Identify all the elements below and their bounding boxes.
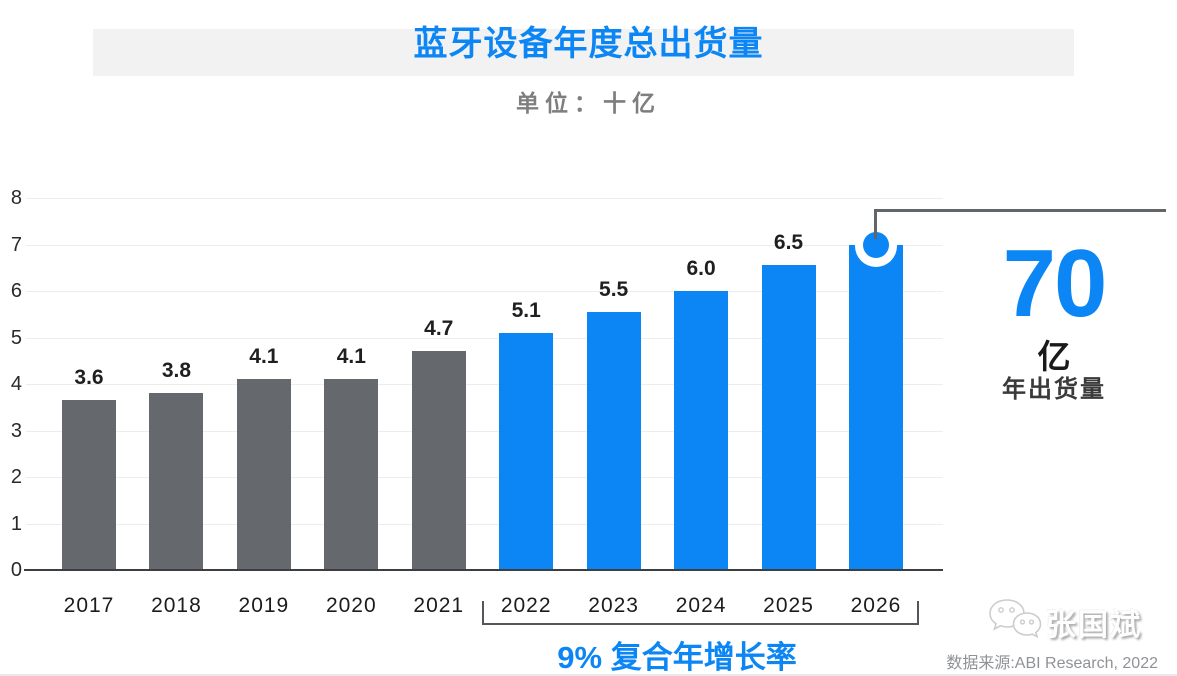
y-axis-tick-label-3: 3	[10, 419, 22, 442]
gridline-8	[26, 198, 943, 199]
x-axis-label-2022: 2022	[500, 594, 552, 617]
y-axis-tick-label-4: 4	[10, 373, 22, 395]
bar-value-label-2018: 3.8	[161, 359, 192, 383]
wechat-icon	[989, 599, 1042, 639]
bar-2024	[674, 291, 729, 569]
x-axis-label-2024: 2024	[675, 594, 727, 617]
page-title: 蓝牙设备年度总出货量	[413, 25, 764, 63]
x-axis-label-2017: 2017	[63, 594, 115, 617]
callout-value: 70	[1002, 230, 1108, 337]
gridline-3	[26, 430, 943, 432]
bar-value-label-2022: 5.1	[511, 298, 541, 322]
x-axis-label-2023: 2023	[588, 594, 639, 617]
bar-value-label-2025: 6.5	[773, 231, 804, 255]
data-source: 数据来源:ABI Research, 2022	[946, 655, 1158, 672]
bar-2020	[324, 379, 379, 569]
title-band	[93, 29, 1074, 76]
bar-2019	[236, 379, 291, 569]
bar-value-label-2021: 4.7	[424, 317, 454, 341]
gridline-4	[26, 384, 943, 385]
x-axis-label-2018: 2018	[151, 594, 202, 617]
gridline-5	[26, 337, 943, 339]
x-axis-label-2021: 2021	[413, 594, 465, 617]
bar-2018	[149, 393, 204, 569]
x-axis-label-2019: 2019	[238, 594, 290, 617]
bar-2017	[62, 400, 116, 569]
y-axis-tick-label-1: 1	[10, 512, 22, 535]
x-axis-line	[24, 569, 943, 571]
cagr-bracket	[482, 601, 919, 625]
callout-line-horizontal	[874, 209, 1166, 212]
gridline-2	[26, 477, 943, 478]
y-axis-tick-label-6: 6	[10, 280, 22, 302]
y-axis-tick-label-2: 2	[10, 466, 22, 488]
callout-caption: 年出货量	[1002, 376, 1106, 403]
bar-value-label-2019: 4.1	[249, 345, 279, 369]
unit-subtitle: 单位：十亿	[516, 90, 661, 116]
bar-value-label-2020: 4.1	[336, 345, 366, 369]
gridline-7	[26, 244, 943, 246]
bar-value-label-2024: 6.0	[686, 257, 716, 280]
bar-value-label-2017: 3.6	[74, 366, 104, 390]
gridline-1	[26, 523, 943, 525]
y-axis-tick-label-8: 8	[10, 187, 22, 209]
bar-2021	[411, 351, 466, 569]
y-axis-tick-label-0: 0	[10, 559, 22, 581]
bar-value-label-2023: 5.5	[599, 277, 629, 301]
callout-line-vertical	[874, 209, 877, 239]
callout-unit: 亿	[1037, 338, 1071, 375]
y-axis-tick-label-5: 5	[10, 326, 22, 349]
x-axis-label-2025: 2025	[763, 594, 814, 617]
wechat-account-name: 张国斌	[1046, 609, 1142, 642]
cagr-label: 9% 复合年增长率	[557, 640, 797, 675]
y-axis-tick-label-7: 7	[10, 233, 22, 256]
bar-2025	[761, 265, 816, 569]
x-axis-label-2026: 2026	[850, 594, 902, 617]
x-axis-label-2020: 2020	[325, 594, 377, 617]
bar-2022	[499, 332, 554, 569]
bar-2023	[586, 311, 641, 569]
gridline-6	[26, 291, 943, 292]
bar-2026	[848, 244, 903, 569]
